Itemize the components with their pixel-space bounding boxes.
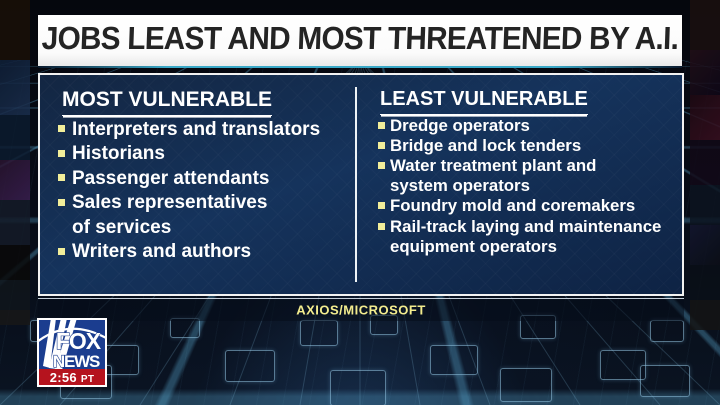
svg-text:FOX: FOX xyxy=(56,328,102,354)
svg-text:NEWS: NEWS xyxy=(53,352,100,369)
